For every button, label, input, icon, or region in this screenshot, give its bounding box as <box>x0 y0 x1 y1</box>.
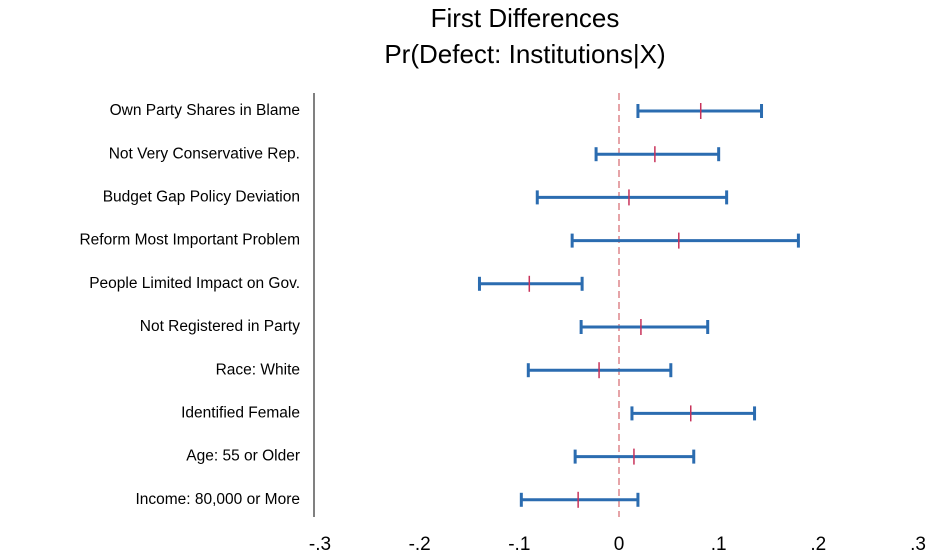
x-tick-label: .2 <box>810 534 826 555</box>
y-tick-label: Age: 55 or Older <box>186 448 300 465</box>
chart-subtitle: Pr(Defect: Institutions|X) <box>384 39 665 69</box>
x-tick-label: -.1 <box>508 534 530 555</box>
y-tick-label: Not Very Conservative Rep. <box>109 145 300 162</box>
x-tick-label: -.2 <box>409 534 431 555</box>
chart-title: First Differences <box>431 3 620 33</box>
y-tick-label: Own Party Shares in Blame <box>110 102 300 119</box>
y-tick-label: Budget Gap Policy Deviation <box>103 188 300 205</box>
x-tick-label: .3 <box>910 534 926 555</box>
y-tick-label: People Limited Impact on Gov. <box>89 275 300 292</box>
y-tick-label: Identified Female <box>181 404 300 421</box>
x-tick-label: -.3 <box>309 534 331 555</box>
y-tick-label: Income: 80,000 or More <box>135 491 300 508</box>
y-tick-label: Not Registered in Party <box>140 318 300 335</box>
x-tick-label: 0 <box>614 534 625 555</box>
y-tick-label: Race: White <box>216 361 300 378</box>
y-tick-label: Reform Most Important Problem <box>79 232 300 249</box>
x-tick-label: .1 <box>711 534 727 555</box>
